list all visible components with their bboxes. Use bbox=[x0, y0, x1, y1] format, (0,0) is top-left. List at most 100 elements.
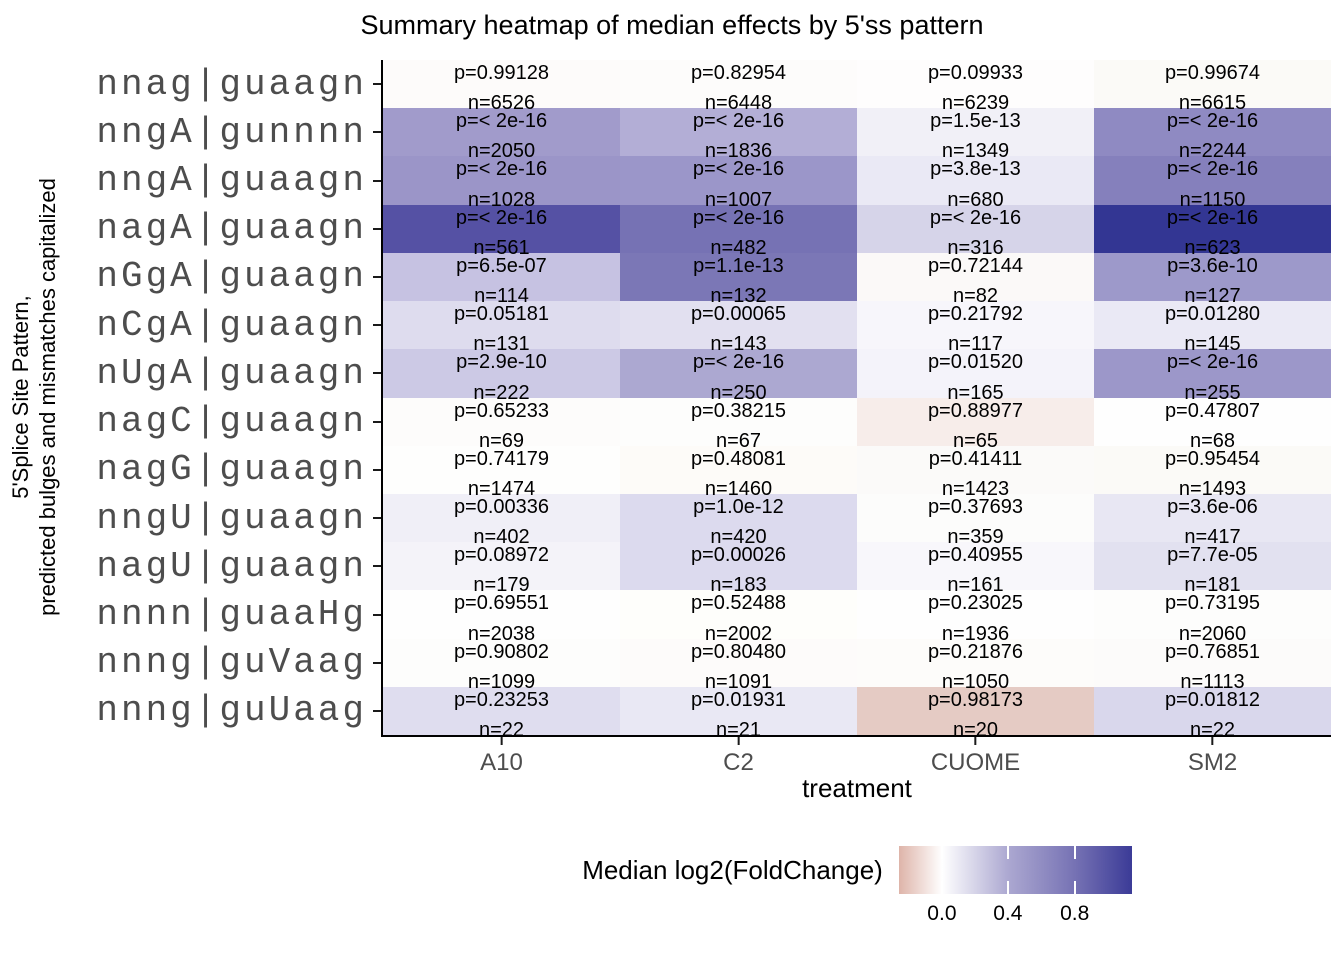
heatmap-cell-CUOME-row4: p=< 2e-16 n=316 bbox=[857, 204, 1094, 259]
cell-p-value: p=< 2e-16 bbox=[1166, 110, 1259, 133]
cell-p-value: p=0.73195 bbox=[1164, 592, 1261, 615]
cell-n-count: n=183 bbox=[710, 574, 767, 597]
heatmap-cell-C2-row5: p=1.1e-13 n=132 bbox=[620, 252, 857, 307]
heatmap-cell-C2-row6: p=0.00065 n=143 bbox=[620, 301, 857, 355]
y-axis-label-row-14: nnng|guUaag bbox=[0, 687, 381, 735]
cell-n-count: n=181 bbox=[1184, 574, 1241, 597]
x-axis-tick bbox=[1211, 737, 1214, 745]
cell-p-value: p=0.80480 bbox=[690, 640, 787, 663]
heatmap-cell-A10-row8: p=0.65233 n=69 bbox=[383, 397, 620, 452]
cell-n-count: n=179 bbox=[473, 574, 530, 597]
cell-p-value: p=6.5e-07 bbox=[456, 254, 547, 277]
heatmap-cell-CUOME-row12: p=0.23025 n=1936 bbox=[857, 590, 1094, 645]
cell-n-count: n=145 bbox=[1184, 333, 1241, 356]
cell-n-count: n=2038 bbox=[467, 622, 536, 645]
cell-p-value: p=< 2e-16 bbox=[1166, 158, 1259, 181]
y-axis-tick bbox=[373, 83, 381, 86]
y-axis-tick bbox=[373, 661, 381, 664]
heatmap-cell-SM2-row12: p=0.73195 n=2060 bbox=[1094, 590, 1331, 645]
cell-n-count: n=359 bbox=[947, 526, 1004, 549]
y-axis-label-row-7: nUgA|guaagn bbox=[0, 349, 381, 397]
x-axis-label: CUOME bbox=[930, 749, 1021, 776]
cell-n-count: n=222 bbox=[473, 381, 530, 404]
legend-bar-tick bbox=[1073, 846, 1076, 859]
cell-n-count: n=143 bbox=[710, 333, 767, 356]
y-axis-label: nnag|guaagn bbox=[96, 63, 367, 105]
cell-n-count: n=6615 bbox=[1178, 92, 1247, 115]
cell-p-value: p=0.99128 bbox=[453, 62, 550, 84]
cell-p-value: p=2.9e-10 bbox=[456, 351, 547, 374]
heatmap-cell-CUOME-row5: p=0.72144 n=82 bbox=[857, 252, 1094, 307]
cell-n-count: n=20 bbox=[952, 719, 999, 741]
cell-p-value: p=0.01520 bbox=[927, 351, 1024, 374]
cell-n-count: n=1150 bbox=[1179, 188, 1246, 211]
cell-p-value: p=< 2e-16 bbox=[455, 206, 548, 229]
cell-n-count: n=482 bbox=[710, 236, 767, 259]
y-axis-label-row-9: nagG|guaagn bbox=[0, 446, 381, 494]
y-axis-label-row-10: nngU|guaagn bbox=[0, 494, 381, 542]
legend-bar-tick bbox=[1006, 881, 1009, 894]
heatmap-cell-CUOME-row7: p=0.01520 n=165 bbox=[857, 349, 1094, 404]
cell-p-value: p=< 2e-16 bbox=[455, 110, 548, 133]
cell-n-count: n=1349 bbox=[941, 140, 1010, 163]
cell-n-count: n=127 bbox=[1184, 285, 1241, 308]
cell-p-value: p=0.01931 bbox=[690, 688, 787, 711]
heatmap-cell-CUOME-row3: p=3.8e-13 n=680 bbox=[857, 156, 1094, 211]
cell-p-value: p=0.23025 bbox=[927, 592, 1024, 615]
x-axis-label: SM2 bbox=[1187, 749, 1238, 776]
heatmap-cell-CUOME-row13: p=0.21876 n=1050 bbox=[857, 638, 1094, 693]
y-axis-labels: nnag|guaagn nngA|gunnnn nngA|guaagn nagA|gu… bbox=[0, 60, 381, 735]
heatmap-cell-C2-row14: p=0.01931 n=21 bbox=[620, 686, 857, 741]
cell-p-value: p=0.82954 bbox=[690, 62, 787, 84]
y-axis-tick bbox=[373, 227, 381, 230]
heatmap-cell-A10-row10: p=0.00336 n=402 bbox=[383, 493, 620, 548]
cell-p-value: p=< 2e-16 bbox=[1166, 206, 1259, 229]
x-axis-label: C2 bbox=[723, 749, 754, 776]
y-axis-label: nngU|guaagn bbox=[96, 497, 367, 539]
cell-n-count: n=65 bbox=[952, 429, 999, 452]
legend-colorbar: 0.0 0.4 0.8 bbox=[898, 846, 1132, 928]
heatmap-cell-A10-row2: p=< 2e-16 n=2050 bbox=[383, 108, 620, 162]
legend-bar-tick bbox=[1073, 881, 1076, 894]
x-axis-label-col-C2: C2 bbox=[723, 737, 754, 777]
heatmap-cell-SM2-row9: p=0.95454 n=1493 bbox=[1094, 445, 1331, 500]
cell-p-value: p=0.09933 bbox=[927, 62, 1024, 84]
cell-p-value: p=0.05181 bbox=[453, 303, 550, 326]
heatmap-cell-A10-row11: p=0.08972 n=179 bbox=[383, 542, 620, 596]
cell-p-value: p=0.72144 bbox=[927, 254, 1024, 277]
cell-p-value: p=0.88977 bbox=[927, 399, 1024, 422]
y-axis-label-row-12: nnnn|guaaHg bbox=[0, 590, 381, 638]
heatmap-grid: p=0.99128 n=6526 p=0.82954 n=6448 p=0.09933 n… bbox=[383, 60, 1331, 741]
y-axis-label-row-11: nagU|guaagn bbox=[0, 542, 381, 590]
cell-n-count: n=2050 bbox=[467, 140, 536, 163]
y-axis-tick bbox=[373, 275, 381, 278]
heatmap-cell-A10-row5: p=6.5e-07 n=114 bbox=[383, 252, 620, 307]
legend-tick-label: 0.4 bbox=[993, 902, 1023, 925]
cell-n-count: n=68 bbox=[1189, 429, 1236, 452]
heatmap-cell-CUOME-row2: p=1.5e-13 n=1349 bbox=[857, 108, 1094, 162]
heatmap-cell-CUOME-row8: p=0.88977 n=65 bbox=[857, 397, 1094, 452]
cell-p-value: p=0.47807 bbox=[1164, 399, 1261, 422]
y-axis-tick bbox=[373, 613, 381, 616]
heatmap-cell-C2-row13: p=0.80480 n=1091 bbox=[620, 638, 857, 693]
cell-p-value: p=< 2e-16 bbox=[455, 158, 548, 181]
cell-n-count: n=161 bbox=[947, 574, 1004, 597]
legend-tick-labels: 0.0 0.4 0.8 bbox=[899, 894, 1132, 928]
cell-n-count: n=561 bbox=[473, 236, 530, 259]
cell-p-value: p=< 2e-16 bbox=[692, 158, 785, 181]
cell-p-value: p=0.65233 bbox=[453, 399, 550, 422]
cell-p-value: p=0.23253 bbox=[453, 688, 550, 711]
cell-n-count: n=131 bbox=[473, 333, 530, 356]
heatmap-cell-SM2-row5: p=3.6e-10 n=127 bbox=[1094, 252, 1331, 307]
heatmap-cell-A10-row14: p=0.23253 n=22 bbox=[383, 686, 620, 741]
heatmap-cell-SM2-row6: p=0.01280 n=145 bbox=[1094, 301, 1331, 355]
y-axis-line bbox=[381, 60, 383, 737]
cell-p-value: p=0.99674 bbox=[1164, 62, 1261, 84]
cell-p-value: p=< 2e-16 bbox=[1166, 351, 1259, 374]
x-axis-line bbox=[381, 735, 1331, 737]
y-axis-tick bbox=[373, 372, 381, 375]
cell-p-value: p=< 2e-16 bbox=[692, 206, 785, 229]
legend-bar-tick bbox=[1006, 846, 1009, 859]
cell-p-value: p=0.00026 bbox=[690, 544, 787, 567]
heatmap-cell-CUOME-row9: p=0.41411 n=1423 bbox=[857, 445, 1094, 500]
